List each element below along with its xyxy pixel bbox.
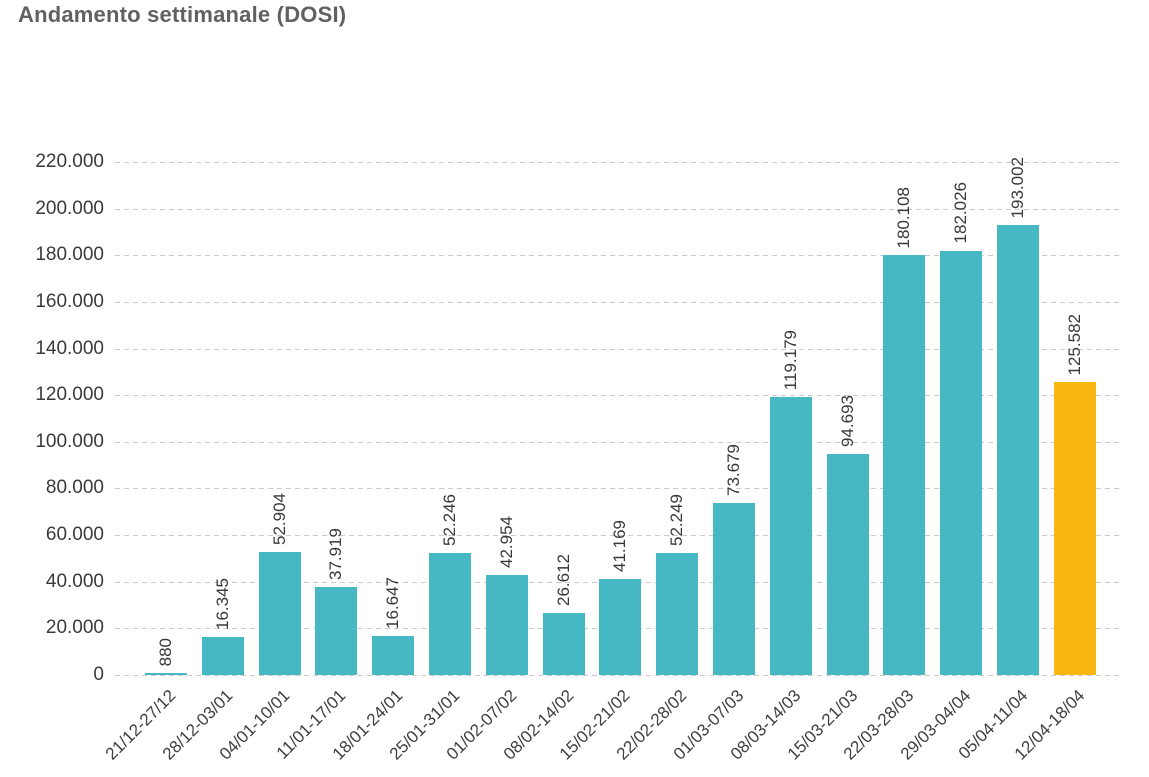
gridline	[115, 301, 1122, 303]
bar-value-label: 26.612	[553, 553, 573, 606]
gridline	[115, 162, 1122, 163]
gridline	[115, 348, 1122, 350]
bar-value-label: 52.249	[667, 494, 687, 547]
bar	[1053, 382, 1096, 675]
bar	[315, 586, 358, 675]
gridline	[115, 488, 1122, 490]
gridline	[115, 255, 1122, 257]
gridline	[115, 208, 1122, 210]
bar	[485, 574, 528, 675]
bar	[372, 636, 415, 675]
bar-value-label: 41.169	[610, 520, 630, 573]
chart-title: Andamento settimanale (DOSI)	[18, 2, 347, 27]
bar	[997, 224, 1039, 675]
bar	[656, 553, 699, 675]
bar	[145, 672, 187, 675]
gridline	[115, 535, 1122, 537]
y-axis-tick-label: 120.000	[35, 384, 104, 406]
bar-value-label: 42.954	[496, 515, 516, 568]
bar	[599, 579, 642, 675]
bar-value-label: 16.345	[212, 577, 232, 630]
y-axis-tick-label: 180.000	[35, 244, 104, 266]
gridline	[115, 441, 1122, 443]
bar-value-label: 73.679	[724, 444, 743, 497]
y-axis-tick-label: 140.000	[35, 337, 104, 359]
bar	[769, 397, 812, 675]
bar	[201, 636, 244, 675]
y-axis-tick-label: 200.000	[35, 197, 104, 219]
bar	[713, 503, 755, 675]
bar-value-label: 182.026	[951, 182, 971, 244]
bar-chart-plot-area: 0 20.000 40.000 60.000 80.000 100.000 120.000 1…	[35, 152, 1122, 764]
y-axis-tick-label: 20.000	[45, 617, 104, 639]
bar-value-label: 37.919	[326, 527, 346, 580]
bar-value-label: 16.647	[383, 577, 403, 630]
bar	[258, 551, 301, 675]
bar-value-label: 193.002	[1008, 156, 1027, 218]
y-axis-tick-label: 160.000	[35, 290, 104, 312]
y-axis-tick-label: 0	[93, 664, 104, 685]
gridline	[115, 675, 1122, 676]
y-axis-tick-label: 80.000	[45, 477, 104, 499]
bar	[883, 255, 926, 675]
y-axis-tick-label: 100.000	[35, 430, 104, 452]
bar	[542, 612, 585, 675]
bar-value-label: 52.904	[269, 492, 289, 545]
y-axis-tick-label: 220.000	[35, 151, 104, 172]
bar-value-label: 94.693	[837, 395, 857, 448]
bar	[940, 250, 983, 675]
y-axis-tick-label: 40.000	[45, 570, 104, 592]
bar-value-label: 180.108	[894, 186, 914, 249]
bar-value-label: 125.582	[1064, 313, 1084, 376]
bar	[826, 454, 869, 675]
y-axis-tick-label: 60.000	[45, 524, 104, 546]
bar-value-label: 880	[156, 637, 175, 666]
gridline	[115, 395, 1122, 397]
bar-value-label: 119.179	[780, 329, 800, 391]
bar-value-label: 52.246	[440, 494, 459, 547]
bar	[429, 553, 471, 675]
